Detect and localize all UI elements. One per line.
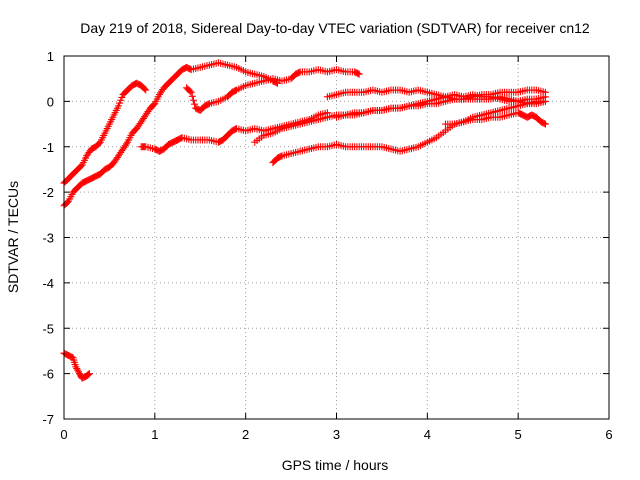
data-point — [186, 87, 194, 95]
data-point — [188, 92, 196, 100]
y-axis-label: SDTVAR / TECUs — [5, 181, 21, 293]
data-track-5 — [183, 66, 363, 114]
data-point — [187, 88, 195, 96]
y-tick-label: 0 — [47, 94, 54, 109]
data-point — [355, 70, 363, 78]
y-tick-label: -6 — [42, 367, 54, 382]
x-tick-label: 2 — [242, 427, 249, 442]
y-tick-label: -4 — [42, 276, 54, 291]
data-point — [84, 371, 92, 379]
y-tick-label: -5 — [42, 321, 54, 336]
data-track-9 — [333, 91, 549, 121]
data-track-2 — [60, 79, 150, 187]
x-axis-label: GPS time / hours — [282, 457, 389, 473]
data-points — [60, 59, 549, 382]
x-tick-label: 0 — [60, 427, 67, 442]
data-point — [85, 370, 93, 378]
data-point — [122, 140, 130, 148]
data-point — [142, 86, 150, 94]
plot-frame — [63, 55, 610, 420]
axis-ticks: 0 1 2 3 4 5 6 1 0 -1 -2 -3 -4 -5 -6 -7 — [42, 49, 612, 442]
data-point — [354, 70, 362, 78]
data-point — [141, 85, 149, 93]
x-tick-label: 3 — [333, 427, 340, 442]
x-tick-label: 5 — [515, 427, 522, 442]
data-track-1 — [60, 349, 93, 382]
y-tick-label: -7 — [42, 412, 54, 427]
data-point — [204, 100, 212, 108]
data-point — [277, 152, 285, 160]
grid — [64, 56, 609, 419]
y-tick-label: -1 — [42, 140, 54, 155]
data-point — [191, 100, 199, 108]
x-tick-label: 6 — [605, 427, 612, 442]
y-tick-label: -2 — [42, 185, 54, 200]
y-tick-label: 1 — [47, 49, 54, 64]
chart-title: Day 219 of 2018, Sidereal Day-to-day VTE… — [80, 20, 590, 36]
x-tick-label: 1 — [151, 427, 158, 442]
data-point — [85, 370, 93, 378]
data-point — [541, 120, 549, 128]
data-point — [540, 119, 548, 127]
y-tick-label: -3 — [42, 231, 54, 246]
data-point — [295, 68, 303, 76]
data-point — [541, 93, 549, 101]
data-point — [231, 87, 239, 95]
data-track-10 — [442, 109, 549, 128]
data-point — [189, 96, 197, 104]
data-track-3 — [60, 59, 281, 210]
x-tick-label: 4 — [424, 427, 431, 442]
